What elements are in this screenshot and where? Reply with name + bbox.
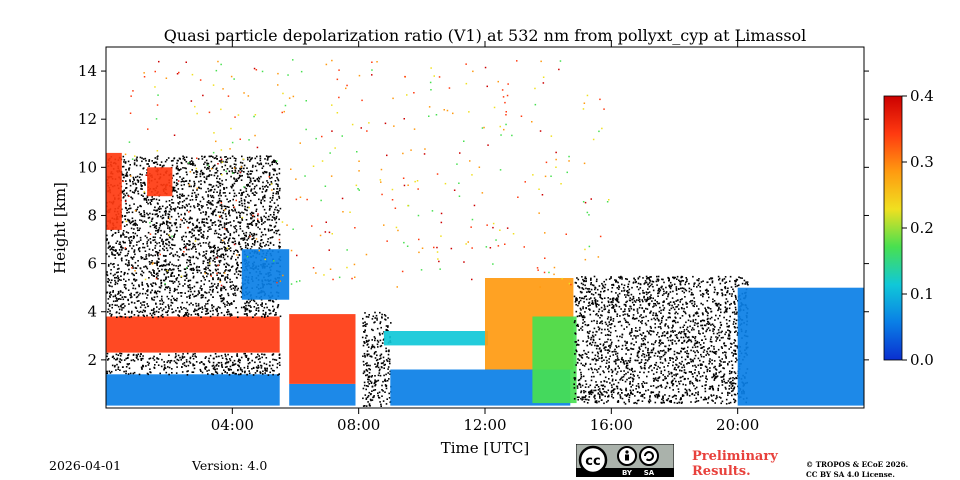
colorbar-tick-label: 0.3 bbox=[910, 153, 934, 171]
noise-region-9 bbox=[361, 311, 392, 407]
heatmap-region-7 bbox=[147, 167, 173, 197]
colorbar-tick-label: 0.1 bbox=[910, 285, 934, 303]
colorbar-ticks: 0.0 0.1 0.2 0.3 0.4 bbox=[902, 87, 934, 369]
copyright-notice: © TROPOS & ECoE 2026. CC BY SA 4.0 Licen… bbox=[806, 460, 909, 479]
y-tick-label: 2 bbox=[87, 351, 97, 369]
noise-region-1 bbox=[106, 352, 281, 376]
chart-title: Quasi particle depolarization ratio (V1)… bbox=[164, 26, 807, 45]
heatmap-region-2 bbox=[106, 316, 280, 353]
y-tick-label: 6 bbox=[87, 255, 97, 273]
date-label: 2026-04-01 bbox=[49, 458, 122, 473]
colorbar bbox=[883, 95, 903, 361]
y-tick-label: 14 bbox=[78, 62, 97, 80]
version-label: Version: 4.0 bbox=[192, 458, 268, 473]
x-tick-label: 12:00 bbox=[463, 416, 506, 434]
x-tick-label: 20:00 bbox=[716, 416, 759, 434]
heatmap-region-3 bbox=[289, 383, 356, 406]
sparse-signal bbox=[122, 59, 610, 288]
y-axis: 2 4 6 8 10 12 14 bbox=[78, 62, 869, 369]
cc-icon bbox=[578, 445, 608, 475]
x-axis: 04:00 08:00 12:00 16:00 20:00 bbox=[211, 41, 759, 434]
heatmap-region-15 bbox=[737, 287, 864, 406]
colorbar-tick-label: 0.0 bbox=[910, 351, 934, 369]
y-axis-label: Height [km] bbox=[51, 182, 69, 274]
sa-icon bbox=[639, 446, 659, 466]
heatmap-region-8 bbox=[241, 249, 290, 300]
preliminary-results-label: Preliminary Results. bbox=[692, 449, 778, 479]
heatmap-area bbox=[106, 59, 864, 407]
heatmap-region-10 bbox=[383, 331, 489, 346]
x-axis-label: Time [UTC] bbox=[441, 439, 530, 457]
heatmap-region-0 bbox=[106, 374, 280, 406]
cc-by-sa-badge: cc BY SA bbox=[576, 444, 674, 477]
heatmap-region-4 bbox=[289, 314, 356, 384]
heatmap-region-13 bbox=[532, 316, 577, 404]
noise-region-14 bbox=[573, 275, 749, 405]
x-tick-label: 04:00 bbox=[211, 416, 254, 434]
colorbar-tick-label: 0.4 bbox=[910, 87, 934, 105]
x-tick-label: 08:00 bbox=[337, 416, 380, 434]
y-tick-label: 8 bbox=[87, 206, 97, 224]
y-tick-label: 10 bbox=[78, 158, 97, 176]
x-tick-label: 16:00 bbox=[590, 416, 633, 434]
y-tick-label: 12 bbox=[78, 110, 97, 128]
y-tick-label: 4 bbox=[87, 303, 97, 321]
colorbar-tick-label: 0.2 bbox=[910, 219, 934, 237]
heatmap-region-6 bbox=[106, 152, 122, 230]
